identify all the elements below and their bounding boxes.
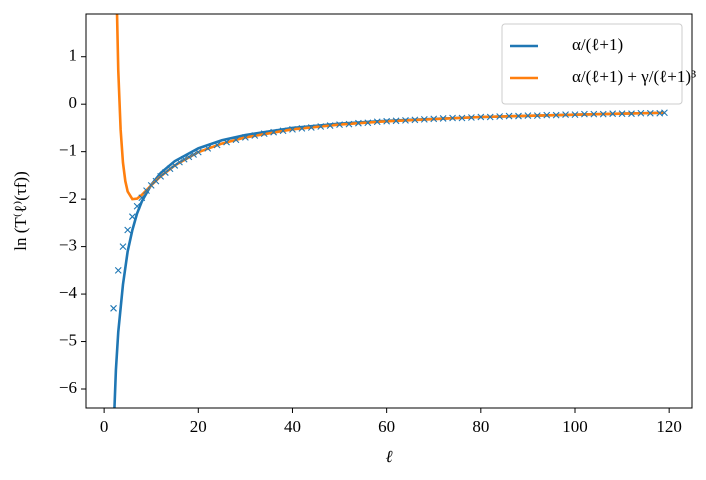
x-marker bbox=[661, 109, 668, 117]
x-marker bbox=[477, 113, 485, 121]
x-marker bbox=[251, 132, 259, 139]
x-tick-label: 20 bbox=[190, 417, 207, 436]
x-marker bbox=[133, 202, 141, 210]
x-tick-label: 60 bbox=[378, 417, 395, 436]
x-marker bbox=[119, 243, 127, 250]
x-marker bbox=[326, 122, 334, 129]
x-marker bbox=[562, 111, 569, 119]
x-marker bbox=[166, 165, 174, 173]
x-marker bbox=[157, 172, 165, 180]
x-marker bbox=[171, 162, 179, 169]
x-marker bbox=[307, 124, 315, 131]
x-marker bbox=[552, 111, 560, 119]
x-marker bbox=[411, 116, 419, 124]
x-marker bbox=[355, 119, 362, 127]
y-tick-label: −5 bbox=[59, 330, 77, 349]
x-marker bbox=[458, 114, 466, 122]
x-marker bbox=[637, 109, 645, 117]
x-marker bbox=[232, 136, 240, 144]
x-marker bbox=[298, 125, 306, 132]
x-marker bbox=[190, 151, 197, 158]
x-marker bbox=[176, 158, 183, 166]
axes-frame bbox=[85, 13, 693, 409]
legend-label: α/(ℓ+1) bbox=[572, 35, 623, 54]
y-tick-label: −1 bbox=[59, 141, 77, 160]
x-marker bbox=[279, 127, 287, 135]
x-marker bbox=[449, 114, 456, 122]
x-tick-label: 120 bbox=[656, 417, 682, 436]
y-axis-label: ln (T⁽ℓ⁾(τf)) bbox=[11, 171, 30, 251]
x-marker bbox=[599, 110, 607, 118]
x-marker bbox=[628, 110, 635, 118]
x-marker bbox=[392, 117, 400, 125]
x-marker bbox=[430, 115, 438, 123]
x-tick-label: 40 bbox=[284, 417, 301, 436]
x-marker bbox=[364, 119, 372, 127]
x-marker bbox=[468, 114, 475, 121]
x-marker bbox=[114, 266, 122, 274]
x-marker bbox=[270, 128, 278, 136]
x-marker bbox=[496, 113, 504, 120]
x-marker bbox=[571, 111, 579, 119]
x-marker bbox=[241, 134, 249, 141]
y-tick-label: −4 bbox=[59, 283, 78, 302]
legend-box bbox=[501, 23, 683, 105]
x-marker bbox=[533, 112, 541, 119]
x-marker bbox=[317, 123, 325, 130]
x-marker bbox=[345, 120, 353, 128]
y-tick-label: 1 bbox=[69, 46, 78, 65]
x-marker bbox=[138, 194, 146, 202]
y-tick-label: 0 bbox=[69, 93, 78, 112]
x-marker bbox=[439, 115, 447, 122]
x-marker bbox=[373, 118, 381, 126]
x-marker bbox=[505, 112, 513, 120]
x-tick-label: 80 bbox=[472, 417, 489, 436]
x-marker bbox=[590, 110, 598, 118]
x-marker bbox=[486, 113, 494, 121]
x-marker bbox=[618, 110, 626, 118]
y-tick-label: −3 bbox=[59, 236, 77, 255]
x-marker bbox=[609, 110, 617, 118]
x-marker bbox=[336, 121, 343, 128]
x-marker bbox=[110, 304, 117, 312]
x-marker bbox=[223, 138, 230, 146]
x-marker bbox=[194, 148, 202, 156]
data-line bbox=[113, 111, 665, 408]
plot-area bbox=[110, 14, 668, 408]
x-marker bbox=[402, 116, 409, 124]
x-axis-label: ℓ bbox=[385, 447, 392, 466]
x-marker bbox=[420, 115, 428, 123]
x-tick-label: 0 bbox=[100, 417, 109, 436]
x-marker bbox=[515, 112, 522, 120]
x-marker bbox=[180, 155, 188, 163]
y-tick-label: −2 bbox=[59, 188, 77, 207]
x-marker bbox=[124, 226, 132, 234]
x-marker bbox=[161, 169, 169, 176]
x-marker bbox=[646, 109, 654, 117]
x-marker bbox=[128, 213, 136, 221]
x-marker bbox=[581, 110, 588, 118]
x-marker bbox=[213, 141, 221, 149]
x-marker bbox=[204, 144, 212, 152]
x-marker bbox=[383, 117, 391, 125]
x-tick-label: 100 bbox=[562, 417, 588, 436]
x-marker bbox=[543, 111, 551, 119]
x-marker bbox=[524, 112, 532, 119]
x-marker bbox=[185, 153, 193, 161]
legend-label: α/(ℓ+1) + γ/(ℓ+1)³ bbox=[572, 67, 696, 86]
x-marker bbox=[260, 130, 268, 138]
y-tick-label: −6 bbox=[59, 378, 77, 397]
x-marker bbox=[289, 125, 296, 133]
